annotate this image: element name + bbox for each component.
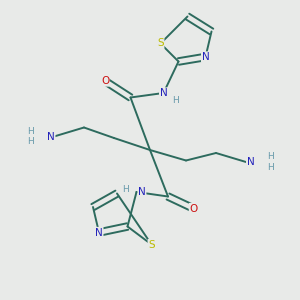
- Text: N: N: [202, 52, 209, 62]
- Text: N: N: [160, 88, 167, 98]
- Text: H: H: [27, 137, 34, 146]
- Text: N: N: [47, 131, 55, 142]
- Text: H: H: [27, 127, 34, 136]
- Text: H: H: [172, 96, 179, 105]
- Text: H: H: [122, 185, 128, 194]
- Text: H: H: [267, 152, 274, 161]
- Text: N: N: [138, 187, 146, 197]
- Text: S: S: [157, 38, 164, 49]
- Text: O: O: [189, 203, 198, 214]
- Text: S: S: [148, 239, 155, 250]
- Text: O: O: [101, 76, 109, 86]
- Text: H: H: [267, 163, 274, 172]
- Text: N: N: [247, 157, 254, 167]
- Text: N: N: [95, 227, 103, 238]
